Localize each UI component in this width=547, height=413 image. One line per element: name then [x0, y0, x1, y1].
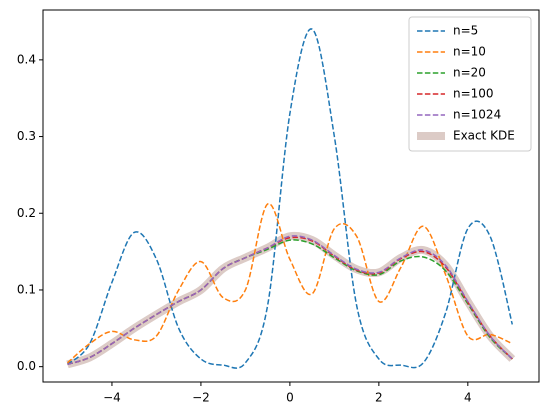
y-tick-label: 0.1: [17, 282, 36, 296]
x-tick-label: 2: [375, 391, 383, 405]
x-tick-label: 4: [464, 391, 472, 405]
x-tick-label: −4: [103, 391, 121, 405]
legend-box: [408, 16, 532, 152]
y-tick-label: 0.4: [17, 52, 36, 66]
line-series: [67, 235, 513, 366]
x-tick-label: −2: [192, 391, 210, 405]
y-tick-label: 0.3: [17, 129, 36, 143]
line-series: [66, 231, 516, 369]
plot-frame: [42, 9, 540, 383]
line-series: [67, 236, 513, 366]
legend-label: n=100: [453, 87, 494, 101]
y-tick-label: 0.0: [17, 359, 36, 373]
legend-label: n=20: [453, 66, 486, 80]
legend-label: n=5: [453, 24, 478, 38]
x-tick-label: 0: [286, 391, 294, 405]
line-series: [66, 203, 513, 364]
legend-label: Exact KDE: [453, 129, 515, 143]
line-series: [66, 28, 514, 369]
y-tick-label: 0.2: [17, 206, 36, 220]
legend-label: n=10: [453, 45, 486, 59]
legend-label: n=1024: [453, 108, 501, 122]
